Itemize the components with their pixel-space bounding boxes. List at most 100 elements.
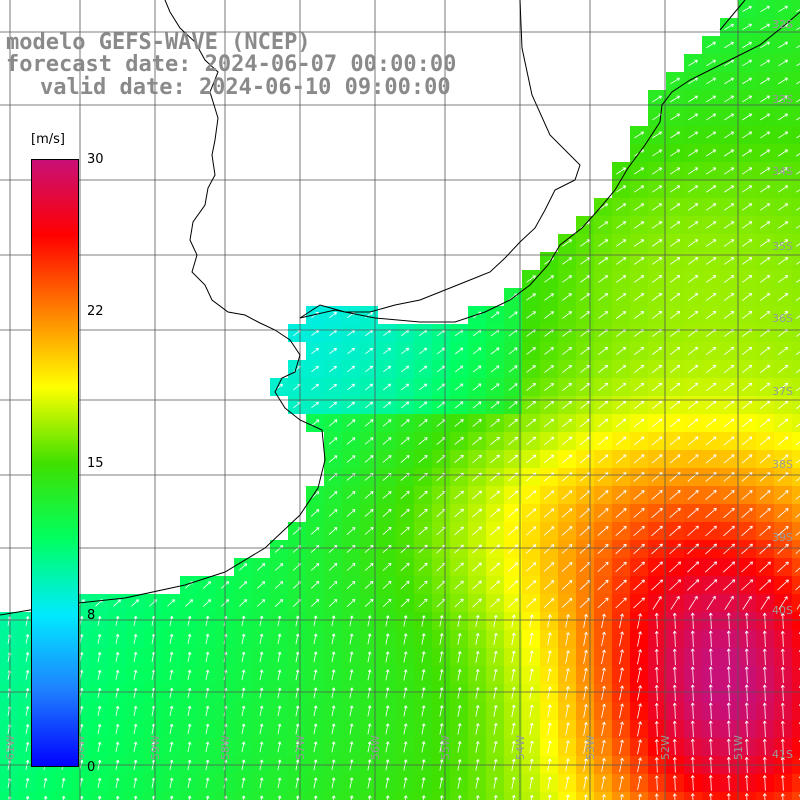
wind-arrow xyxy=(705,561,718,573)
wind-arrow xyxy=(115,633,120,644)
wind-arrow xyxy=(652,596,662,610)
wind-arrow xyxy=(723,525,735,537)
wind-arrow xyxy=(742,23,752,31)
wind-arrow xyxy=(744,648,749,666)
wind-arrow xyxy=(723,203,735,211)
wind-arrow xyxy=(759,436,771,446)
wind-arrow xyxy=(777,543,789,555)
wind-arrow xyxy=(672,793,677,800)
wind-arrow xyxy=(705,454,717,464)
wind-arrow xyxy=(277,741,282,753)
longitude-label: 53W xyxy=(584,735,597,760)
wind-arrow xyxy=(796,135,800,139)
wind-arrow xyxy=(615,525,627,536)
wind-arrow xyxy=(777,418,789,428)
wind-cell xyxy=(792,36,800,54)
wind-arrow xyxy=(457,777,462,789)
wind-cell xyxy=(306,792,324,800)
wind-arrow xyxy=(598,275,609,283)
wind-arrow xyxy=(382,419,392,427)
wind-arrow xyxy=(795,567,800,573)
wind-arrow xyxy=(525,508,537,518)
wind-arrow xyxy=(203,581,212,589)
wind-arrow xyxy=(634,203,645,211)
wind-cell xyxy=(324,792,342,800)
wind-arrow xyxy=(669,561,682,573)
wind-arrow xyxy=(759,400,771,410)
wind-arrow xyxy=(597,597,609,609)
wind-arrow xyxy=(241,687,246,699)
wind-arrow xyxy=(633,597,645,609)
wind-arrow xyxy=(349,777,354,789)
wind-arrow xyxy=(346,455,356,463)
wind-arrow xyxy=(295,651,300,663)
wind-arrow xyxy=(580,365,590,373)
wind-arrow xyxy=(796,315,800,319)
wind-arrow xyxy=(97,687,102,698)
wind-arrow xyxy=(633,543,645,555)
wind-arrow xyxy=(25,616,30,626)
wind-arrow xyxy=(741,543,753,555)
wind-arrow xyxy=(382,437,392,445)
wind-cell xyxy=(792,216,800,234)
wind-arrow xyxy=(726,720,731,738)
wind-arrow xyxy=(367,705,372,717)
wind-arrow xyxy=(637,703,642,719)
wind-arrow xyxy=(421,615,426,627)
wind-arrow xyxy=(346,419,356,427)
wind-arrow xyxy=(780,684,785,701)
wind-arrow xyxy=(400,598,410,608)
wind-arrow xyxy=(403,795,408,800)
wind-arrow xyxy=(762,612,767,629)
wind-arrow xyxy=(795,477,800,482)
wind-cell xyxy=(36,792,54,800)
wind-arrow xyxy=(547,776,552,790)
wind-arrow xyxy=(329,383,337,391)
wind-arrow xyxy=(328,598,338,607)
wind-arrow xyxy=(526,598,537,608)
wind-arrow xyxy=(742,113,753,121)
wind-arrow xyxy=(651,579,663,591)
wind-arrow xyxy=(741,257,753,265)
wind-arrow xyxy=(508,562,519,572)
wind-arrow xyxy=(780,648,785,665)
wind-arrow xyxy=(565,668,570,682)
wind-arrow xyxy=(637,685,642,701)
wind-arrow xyxy=(421,651,426,663)
wind-arrow xyxy=(493,686,498,699)
wind-arrow xyxy=(544,311,554,319)
wind-arrow xyxy=(439,795,444,800)
wind-arrow xyxy=(580,257,591,265)
wind-arrow xyxy=(637,667,642,683)
wind-arrow xyxy=(690,720,695,738)
wind-cell xyxy=(180,792,198,800)
wind-arrow xyxy=(187,795,192,800)
wind-arrow xyxy=(705,543,718,555)
wind-arrow xyxy=(777,203,789,211)
wind-arrow xyxy=(687,400,699,410)
wind-arrow xyxy=(741,400,753,410)
wind-arrow xyxy=(597,454,609,464)
wind-arrow xyxy=(97,777,102,789)
wind-arrow xyxy=(598,257,609,265)
wind-arrow xyxy=(454,562,464,572)
wind-arrow xyxy=(654,775,659,791)
wind-cell xyxy=(144,792,162,800)
wind-arrow xyxy=(565,686,570,700)
wind-arrow xyxy=(670,596,680,610)
wind-arrow xyxy=(313,741,318,753)
wind-arrow xyxy=(382,508,392,517)
wind-arrow xyxy=(742,311,753,319)
wind-arrow xyxy=(654,739,659,755)
wind-arrow xyxy=(652,346,663,355)
wind-arrow xyxy=(726,612,731,630)
wind-arrow xyxy=(97,723,102,734)
wind-arrow xyxy=(778,364,789,374)
wind-arrow xyxy=(597,436,609,446)
wind-arrow xyxy=(508,472,519,482)
wind-arrow xyxy=(562,257,572,265)
wind-arrow xyxy=(669,454,681,464)
wind-arrow xyxy=(385,705,390,717)
wind-arrow xyxy=(295,705,300,717)
wind-arrow xyxy=(597,525,609,536)
